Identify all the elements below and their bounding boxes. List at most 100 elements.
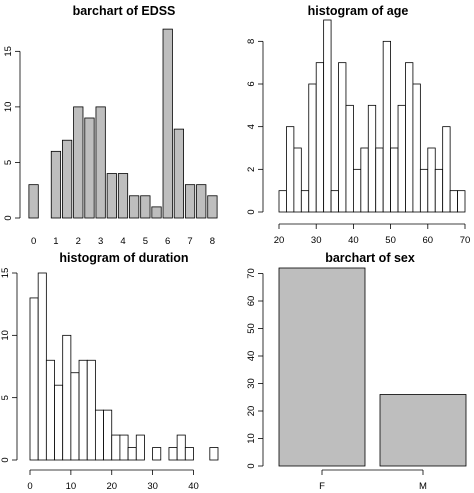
duration-y-tick-label: 15 <box>0 268 11 279</box>
age-x-tick-label: 30 <box>311 235 322 246</box>
duration-bar <box>29 297 39 461</box>
edss-x-tick-label: 4 <box>120 236 125 247</box>
sex-y-tick-label: 70 <box>246 268 257 279</box>
edss-y-tick-label: 10 <box>3 102 14 113</box>
edss-bar <box>162 28 173 219</box>
age-bar <box>360 147 369 213</box>
edss-bar <box>28 184 39 219</box>
age-bar <box>382 40 392 213</box>
duration-x-tick-label: 0 <box>27 481 32 492</box>
edss-y-tick-label: 0 <box>3 215 14 220</box>
sex-x-tick-label: M <box>419 481 427 492</box>
duration-y-tick-label: 0 <box>0 457 11 462</box>
age-x-tick-label: 40 <box>348 235 359 246</box>
age-bar <box>457 190 466 213</box>
duration-bar <box>37 272 47 461</box>
edss-x-tick-label: 2 <box>76 236 81 247</box>
age-bar <box>397 104 406 213</box>
age-bar <box>330 190 339 213</box>
edss-bar <box>50 150 62 219</box>
edss-x-tick-label: 1 <box>53 236 58 247</box>
edss-bar <box>140 195 151 219</box>
chart-title-sex: barchart of sex <box>325 251 415 265</box>
chart-title-duration: histogram of duration <box>59 251 188 265</box>
edss-bar <box>207 195 218 219</box>
edss-y-tick-label: 15 <box>3 46 14 57</box>
age-y-tick-label: 4 <box>246 124 257 129</box>
sex-y-tick-label: 50 <box>246 323 257 334</box>
age-bar <box>315 62 325 213</box>
age-bar <box>442 126 451 213</box>
age-bar <box>427 147 436 213</box>
age-bar <box>352 168 362 213</box>
edss-x-tick-label: 5 <box>143 236 148 247</box>
duration-bar <box>94 409 104 461</box>
age-bar <box>286 126 295 213</box>
panel-sex: barchart of sex F M 0 10 20 30 40 50 60 70 <box>246 251 467 492</box>
edss-x-tick-label: 3 <box>98 236 103 247</box>
duration-x-tick-label: 10 <box>66 481 77 492</box>
age-bar <box>449 190 458 213</box>
edss-bar <box>95 106 106 219</box>
age-x-tick-label: 60 <box>423 235 434 246</box>
sex-y-tick-label: 0 <box>246 463 257 468</box>
edss-bar <box>117 173 129 219</box>
age-x-tick-label: 70 <box>460 235 471 246</box>
edss-x-tick-label: 7 <box>187 236 192 247</box>
chart-title-age: histogram of age <box>308 4 409 18</box>
edss-bar <box>73 106 84 219</box>
age-x-tick-label: 50 <box>385 235 396 246</box>
duration-bar <box>168 447 178 461</box>
panel-age: histogram of age 20 30 40 50 60 70 0 2 4 6 8 <box>246 4 470 246</box>
duration-bar <box>70 372 80 461</box>
duration-bar <box>135 434 145 461</box>
edss-bar <box>84 117 95 219</box>
sex-y-tick-label: 40 <box>246 351 257 362</box>
edss-x-tick-label: 6 <box>165 236 170 247</box>
duration-bar <box>54 384 64 461</box>
age-x-tick-label: 20 <box>274 235 285 246</box>
edss-bar <box>151 206 162 219</box>
duration-bar <box>86 359 96 461</box>
edss-bar <box>106 173 117 219</box>
duration-bar <box>103 409 113 461</box>
duration-bar <box>209 447 219 461</box>
edss-x-tick-label: 0 <box>31 236 36 247</box>
edss-x-tick-label: 8 <box>210 236 215 247</box>
edss-bar <box>129 195 140 219</box>
sex-x-tick-label: F <box>319 481 325 492</box>
age-bar <box>419 168 429 213</box>
age-bar <box>278 190 287 213</box>
age-bar <box>308 83 317 213</box>
duration-bar <box>119 434 129 461</box>
edss-bar <box>62 139 73 219</box>
edss-bar <box>196 184 207 219</box>
duration-bar <box>111 434 121 461</box>
panel-edss: barchart of EDSS 0 1 2 3 4 5 6 7 8 0 5 10 15 <box>3 4 218 247</box>
edss-y-tick-label: 5 <box>3 160 14 165</box>
age-y-tick-label: 6 <box>246 81 257 86</box>
edss-bar <box>173 128 184 219</box>
panel-duration: histogram of duration 0 10 20 30 40 0 5 10 15 <box>0 251 219 492</box>
age-bar <box>375 147 384 213</box>
chart-title-edss: barchart of EDSS <box>73 4 176 18</box>
age-bar <box>390 147 399 213</box>
age-bar <box>434 168 444 213</box>
sex-y-tick-label: 10 <box>246 433 257 444</box>
sex-y-tick-label: 20 <box>246 406 257 417</box>
duration-x-tick-label: 20 <box>106 481 117 492</box>
duration-bar <box>152 447 162 461</box>
duration-y-tick-label: 5 <box>0 395 11 400</box>
age-bar <box>293 147 302 213</box>
duration-bar <box>45 359 55 461</box>
age-bar <box>338 62 347 213</box>
age-bar <box>412 83 421 213</box>
duration-y-tick-label: 10 <box>0 330 11 341</box>
sex-bar <box>278 267 366 467</box>
duration-x-tick-label: 30 <box>147 481 158 492</box>
age-bar <box>300 190 310 213</box>
age-y-tick-label: 8 <box>246 39 257 44</box>
duration-bar <box>78 359 88 461</box>
age-bar <box>323 19 332 213</box>
